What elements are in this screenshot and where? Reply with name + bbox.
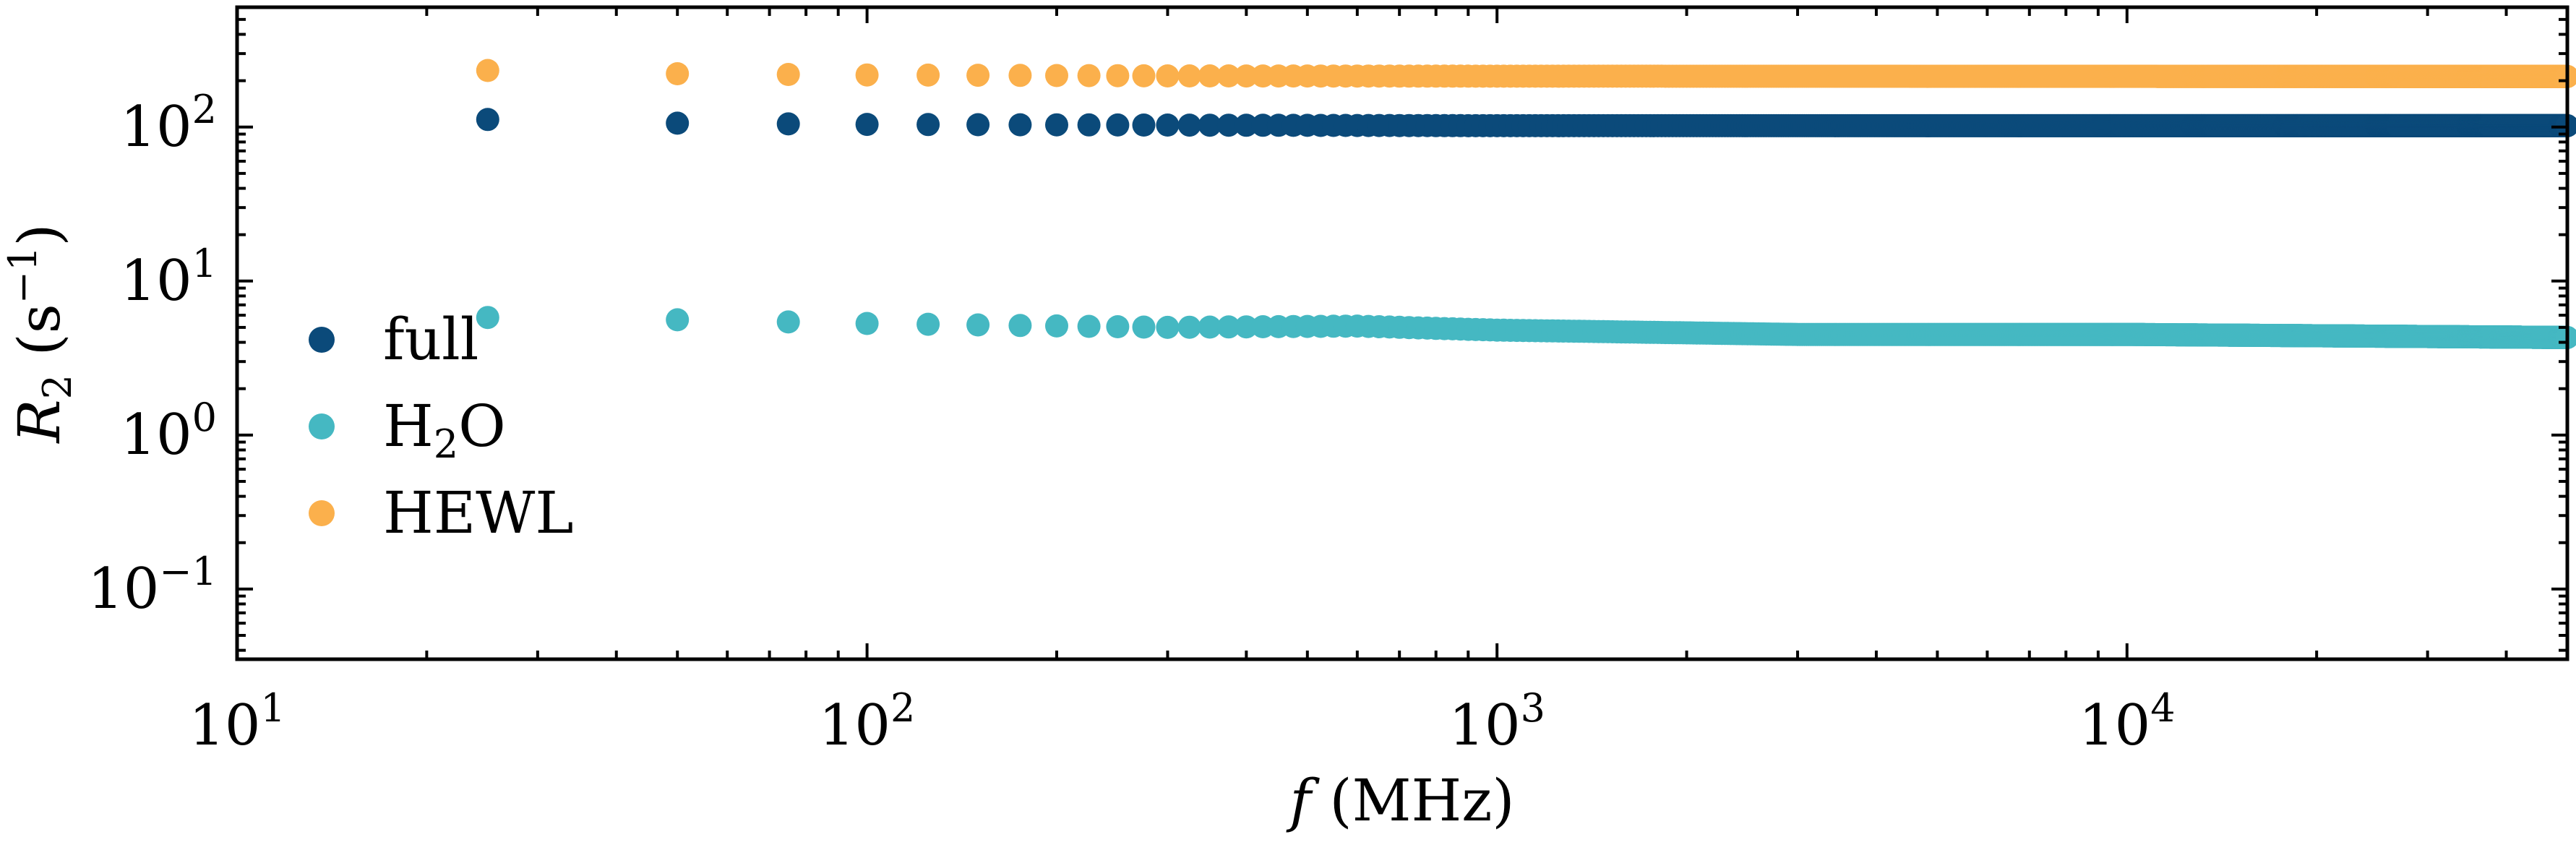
point-full [1008, 113, 1031, 137]
point-h2o [1106, 315, 1129, 338]
point-full [916, 113, 940, 136]
point-h2o [476, 306, 499, 329]
point-hewl [966, 64, 989, 87]
point-h2o [666, 308, 689, 331]
point-full [856, 113, 879, 136]
point-hewl [666, 62, 689, 85]
point-full [1178, 113, 1201, 137]
point-h2o [1045, 314, 1068, 338]
point-full [666, 111, 689, 134]
point-full [777, 112, 800, 135]
point-hewl [1156, 64, 1179, 87]
point-hewl [1078, 64, 1101, 87]
point-full [1078, 113, 1101, 137]
point-h2o [1078, 315, 1101, 338]
point-full [476, 108, 499, 131]
point-hewl [476, 59, 499, 82]
point-hewl [1008, 64, 1031, 87]
point-full [1106, 113, 1129, 137]
point-h2o [916, 313, 940, 336]
point-h2o [856, 312, 879, 335]
point-h2o [1178, 316, 1201, 339]
point-hewl [1133, 64, 1156, 87]
point-hewl [777, 63, 800, 86]
point-h2o [1133, 316, 1156, 339]
point-h2o [1156, 316, 1179, 339]
point-hewl [1045, 64, 1068, 87]
series-full [476, 108, 2576, 137]
series-h2o [476, 306, 2576, 349]
point-hewl [916, 64, 940, 87]
point-full [1133, 113, 1156, 137]
point-hewl [856, 64, 879, 87]
point-hewl [1178, 64, 1201, 87]
point-full [966, 113, 989, 137]
point-hewl [1106, 64, 1129, 87]
point-full [1156, 113, 1179, 137]
point-h2o [1008, 314, 1031, 337]
series-hewl [476, 59, 2576, 88]
point-h2o [777, 310, 800, 333]
point-h2o [966, 314, 989, 337]
point-full [1045, 113, 1068, 137]
